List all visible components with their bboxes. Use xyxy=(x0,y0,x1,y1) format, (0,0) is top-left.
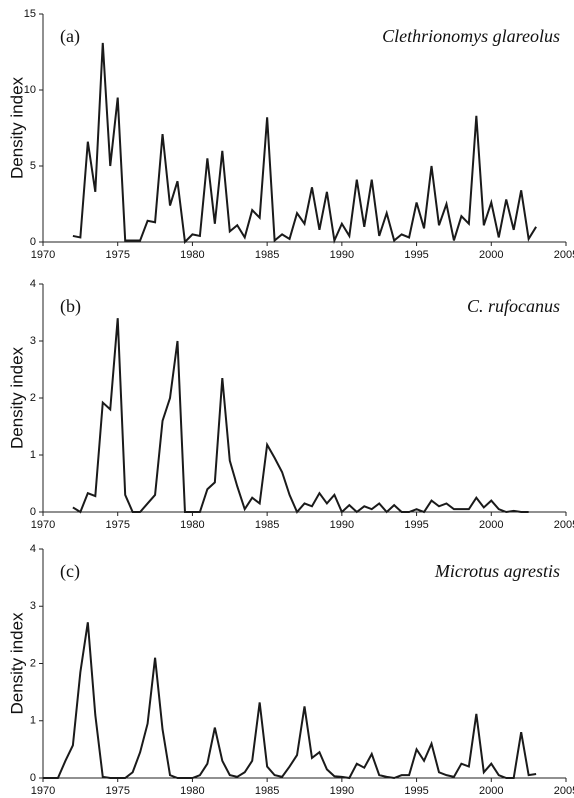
y-tick-label: 5 xyxy=(30,160,36,172)
y-axis-label: Density index xyxy=(7,76,26,179)
x-tick-label: 1995 xyxy=(404,249,428,261)
x-tick-label: 2005 xyxy=(554,785,574,797)
y-tick-label: 10 xyxy=(24,84,36,96)
y-tick-label: 4 xyxy=(30,278,36,290)
x-tick-label: 1975 xyxy=(105,519,129,531)
y-tick-label: 0 xyxy=(30,236,36,248)
x-tick-label: 2005 xyxy=(554,249,574,261)
y-tick-label: 3 xyxy=(30,335,36,347)
x-tick-label: 1970 xyxy=(31,519,55,531)
y-tick-label: 0 xyxy=(30,772,36,784)
data-line xyxy=(72,42,537,245)
x-tick-label: 1975 xyxy=(105,249,129,261)
y-tick-label: 0 xyxy=(30,506,36,518)
y-tick-label: 1 xyxy=(30,449,36,461)
y-axis-label: Density index xyxy=(7,346,26,449)
y-tick-label: 4 xyxy=(30,543,36,555)
x-tick-label: 2000 xyxy=(479,519,503,531)
x-tick-label: 1980 xyxy=(180,785,204,797)
x-tick-label: 1970 xyxy=(31,249,55,261)
x-tick-label: 1980 xyxy=(180,519,204,531)
y-tick-label: 15 xyxy=(24,8,36,20)
x-tick-label: 1975 xyxy=(105,785,129,797)
x-tick-label: 1970 xyxy=(31,785,55,797)
x-tick-label: 1985 xyxy=(255,519,279,531)
y-tick-label: 3 xyxy=(30,600,36,612)
x-tick-label: 1990 xyxy=(330,519,354,531)
y-axis-label: Density index xyxy=(7,612,26,715)
x-tick-label: 1990 xyxy=(330,249,354,261)
panel-title: Clethrionomys glareolus xyxy=(382,26,560,46)
x-tick-label: 2000 xyxy=(479,785,503,797)
x-tick-label: 2005 xyxy=(554,519,574,531)
x-tick-label: 1990 xyxy=(330,785,354,797)
x-tick-label: 1985 xyxy=(255,785,279,797)
y-tick-label: 2 xyxy=(30,657,36,669)
data-line xyxy=(43,622,537,780)
x-tick-label: 1995 xyxy=(404,785,428,797)
panel-label: (c) xyxy=(60,561,80,582)
x-tick-label: 1985 xyxy=(255,249,279,261)
x-tick-label: 1980 xyxy=(180,249,204,261)
x-tick-label: 2000 xyxy=(479,249,503,261)
x-tick-label: 1995 xyxy=(404,519,428,531)
panel-title: C. rufocanus xyxy=(467,296,560,316)
y-tick-label: 2 xyxy=(30,392,36,404)
y-tick-label: 1 xyxy=(30,715,36,727)
panel-label: (a) xyxy=(60,26,80,47)
panel-label: (b) xyxy=(60,296,81,317)
panel-title: Microtus agrestis xyxy=(434,561,560,581)
data-line xyxy=(72,318,529,514)
